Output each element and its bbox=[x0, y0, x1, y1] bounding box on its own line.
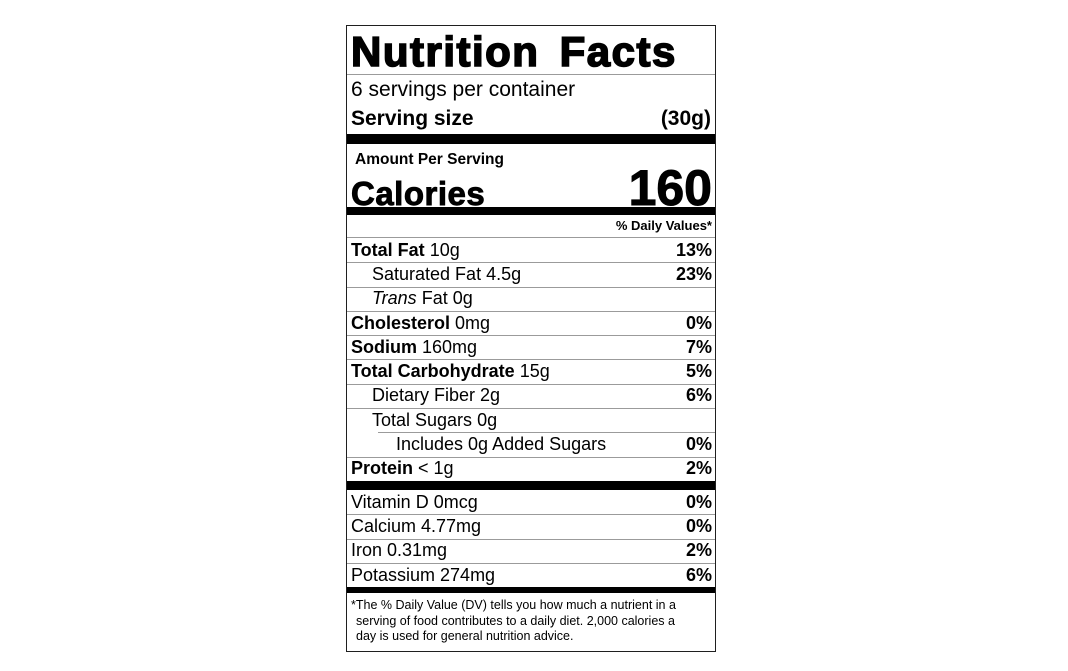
nutrient-amount: 0g bbox=[477, 409, 498, 430]
divider-bar-thin bbox=[347, 587, 715, 594]
row-vitamin-d: Vitamin D 0mcg 0% bbox=[347, 490, 715, 514]
nutrient-name: Protein < 1g bbox=[351, 458, 454, 479]
daily-value-footnote: *The % Daily Value (DV) tells you how mu… bbox=[351, 598, 676, 644]
row-sodium: Sodium 160mg 7% bbox=[347, 335, 715, 359]
vitamin-name: Iron 0.31mg bbox=[351, 540, 448, 561]
nutrient-amount: 0mg bbox=[455, 312, 491, 333]
nutrient-name: Total Carbohydrate 15g bbox=[351, 361, 550, 382]
nutrient-label: Cholesterol bbox=[351, 312, 451, 333]
nutrient-name: Total Sugars 0g bbox=[351, 410, 497, 431]
nutrient-name: Sodium 160mg bbox=[351, 337, 477, 358]
row-trans-fat: Trans Fat 0g bbox=[347, 286, 715, 311]
nutrient-label: Total Sugars bbox=[372, 409, 473, 430]
serving-size-value: (30g) bbox=[660, 107, 711, 130]
nutrient-name: Dietary Fiber 2g bbox=[351, 385, 500, 406]
nutrient-dv: 6% bbox=[685, 385, 712, 406]
vitamin-name: Potassium 274mg bbox=[351, 564, 496, 585]
nutrient-label: Total Carbohydrate bbox=[351, 361, 515, 382]
servings-per-container: 6 servings per container bbox=[351, 78, 576, 101]
vitamin-name: Calcium 4.77mg bbox=[351, 515, 482, 536]
nutrient-label: Includes 0g Added Sugars bbox=[396, 434, 607, 455]
vitamin-name: Vitamin D 0mcg bbox=[351, 491, 478, 512]
nutrient-label: Trans bbox=[372, 288, 417, 309]
nutrient-dv: 13% bbox=[675, 239, 712, 260]
nutrient-label: Protein bbox=[351, 458, 414, 479]
serving-size-row: Serving size (30g) bbox=[347, 104, 715, 134]
calories-label: Calories bbox=[351, 175, 486, 213]
nutrient-amount: 15g bbox=[519, 361, 550, 382]
calories-value: 160 bbox=[628, 160, 712, 216]
serving-size-label: Serving size bbox=[351, 107, 474, 130]
nutrient-name: Cholesterol 0mg bbox=[351, 313, 490, 334]
nutrient-label: Sodium bbox=[351, 336, 417, 357]
nutrient-dv: 0% bbox=[685, 312, 712, 333]
calories-row: Calories 160 bbox=[347, 160, 715, 216]
row-calcium: Calcium 4.77mg 0% bbox=[347, 514, 715, 538]
divider-bar-medium bbox=[347, 207, 715, 215]
nutrient-dv: 2% bbox=[685, 458, 712, 479]
nutrient-dv: 0% bbox=[685, 434, 712, 455]
row-total-sugars: Total Sugars 0g bbox=[347, 408, 715, 432]
nutrient-label: Saturated Fat bbox=[372, 263, 482, 284]
nutrient-name: Includes 0g Added Sugars bbox=[351, 434, 606, 455]
vitamin-dv: 6% bbox=[685, 564, 712, 585]
row-protein: Protein < 1g 2% bbox=[347, 456, 715, 481]
nutrient-dv: 23% bbox=[675, 263, 712, 284]
row-saturated-fat: Saturated Fat 4.5g 23% bbox=[347, 262, 715, 286]
nutrient-amount: 4.5g bbox=[486, 263, 522, 284]
nutrient-dv: 7% bbox=[685, 336, 712, 357]
row-total-fat: Total Fat 10g 13% bbox=[347, 238, 715, 262]
nutrient-label: Total Fat bbox=[351, 239, 425, 260]
nutrient-amount: Fat 0g bbox=[421, 288, 473, 309]
nutrient-amount: 10g bbox=[429, 239, 460, 260]
nutrient-name: Saturated Fat 4.5g bbox=[351, 264, 521, 285]
row-potassium: Potassium 274mg 6% bbox=[347, 562, 715, 587]
row-total-carbohydrate: Total Carbohydrate 15g 5% bbox=[347, 359, 715, 383]
nutrition-facts-label: Nutrition Facts 6 servings per container… bbox=[346, 25, 716, 652]
row-cholesterol: Cholesterol 0mg 0% bbox=[347, 310, 715, 335]
label-title: Nutrition Facts bbox=[347, 26, 715, 75]
nutrient-name: Trans Fat 0g bbox=[351, 288, 473, 309]
divider-bar-thick bbox=[347, 480, 715, 490]
nutrient-dv: 5% bbox=[685, 361, 712, 382]
row-added-sugars: Includes 0g Added Sugars 0% bbox=[347, 432, 715, 456]
row-dietary-fiber: Dietary Fiber 2g 6% bbox=[347, 383, 715, 408]
nutrient-amount: < 1g bbox=[418, 458, 454, 479]
nutrient-name: Total Fat 10g bbox=[351, 240, 460, 261]
amount-per-serving-label: Amount Per Serving bbox=[355, 151, 504, 168]
nutrient-amount: 2g bbox=[480, 385, 501, 406]
nutrient-amount: 160mg bbox=[422, 336, 478, 357]
vitamin-dv: 2% bbox=[685, 540, 712, 561]
divider-bar-thick bbox=[347, 134, 715, 144]
vitamin-dv: 0% bbox=[685, 491, 712, 512]
vitamin-dv: 0% bbox=[685, 515, 712, 536]
nutrient-label: Dietary Fiber bbox=[372, 385, 476, 406]
daily-values-header: % Daily Values* bbox=[347, 215, 715, 238]
row-iron: Iron 0.31mg 2% bbox=[347, 538, 715, 563]
